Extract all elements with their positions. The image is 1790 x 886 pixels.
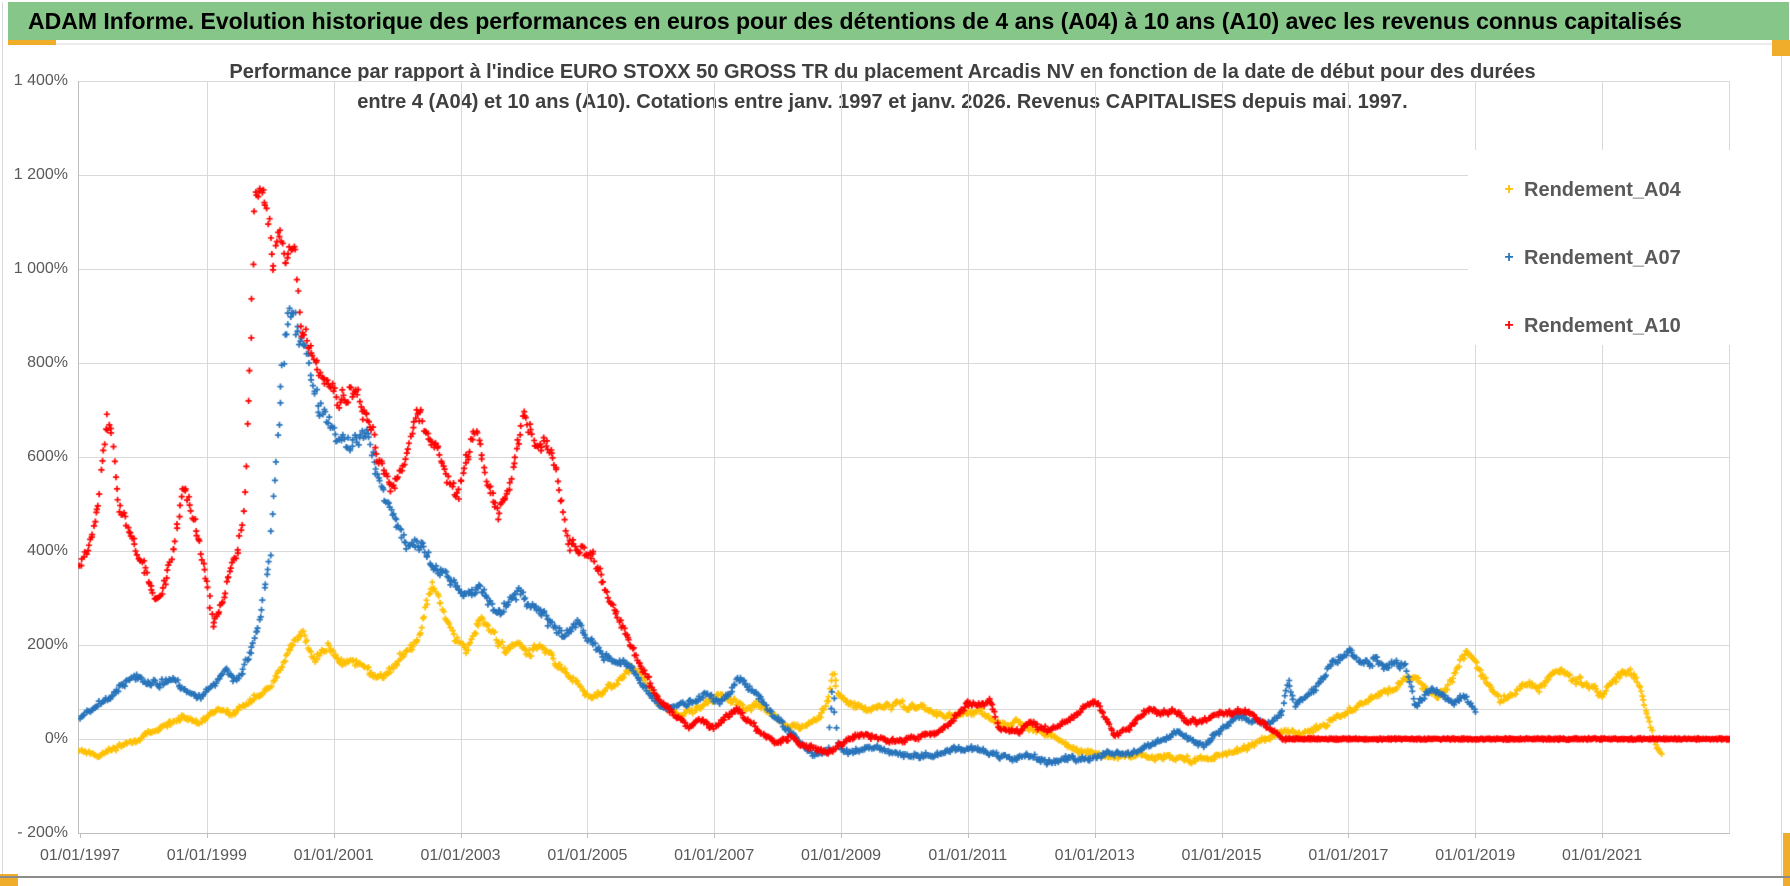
x-axis-label-1997: 01/01/1997 (39, 847, 121, 864)
x-axis-tick-2009 (841, 833, 842, 838)
gold-accent-underline (8, 40, 56, 45)
x-axis-label-2003: 01/01/2003 (420, 847, 501, 864)
legend-item-label: Rendement_A10 (1524, 314, 1681, 337)
x-axis-label-2001: 01/01/2001 (293, 847, 374, 864)
x-axis-label-2005: 01/01/2005 (547, 847, 628, 864)
bottom-divider (0, 876, 1790, 878)
x-axis-tick-2011 (968, 833, 969, 838)
title-banner: ADAM Informe. Evolution historique des p… (8, 2, 1789, 40)
x-axis-label-2013: 01/01/2013 (1054, 847, 1135, 864)
y-axis-label-1200: 1 200% (13, 166, 68, 183)
x-axis-tick-2001 (334, 833, 335, 838)
y-axis-label-600: 600% (27, 448, 68, 465)
legend-item-Rendement_A10[interactable]: + Rendement_A10 (1500, 312, 1681, 340)
x-axis-tick-2003 (461, 833, 462, 838)
x-axis-label-2017: 01/01/2017 (1308, 847, 1389, 864)
x-axis-tick-2007 (714, 833, 715, 838)
x-axis-label-2011: 01/01/2011 (928, 847, 1008, 864)
legend-item-label: Rendement_A04 (1524, 178, 1681, 201)
x-axis-tick-1999 (207, 833, 208, 838)
y-axis-label-400: 400% (27, 542, 68, 559)
window-right-border (1781, 45, 1782, 876)
x-axis-label-2007: 01/01/2007 (674, 847, 755, 864)
y-axis-label-800: 800% (27, 354, 68, 371)
x-axis-label-2009: 01/01/2009 (800, 847, 882, 864)
x-axis-tick-2019 (1475, 833, 1476, 838)
gold-accent-top-right (1772, 40, 1790, 56)
performance-scatter-canvas[interactable] (78, 81, 1730, 833)
window-left-border (2, 2, 3, 876)
x-axis-tick-2021 (1602, 833, 1603, 838)
x-axis-line[interactable] (78, 833, 1730, 834)
x-axis-tick-1997 (80, 833, 81, 838)
x-axis-tick-2015 (1222, 833, 1223, 838)
y-axis-label-1400: 1 400% (13, 72, 68, 89)
x-axis-tick-2005 (587, 833, 588, 838)
x-axis-tick-2013 (1095, 833, 1096, 838)
legend[interactable]: + Rendement_A04 + Rendement_A07 + Rendement_A… (1468, 150, 1780, 345)
legend-plus-marker-icon: + (1504, 249, 1514, 266)
x-axis-label-2019: 01/01/2019 (1435, 847, 1516, 864)
y-axis-label-1000: 1 000% (13, 260, 68, 277)
legend-plus-marker-icon: + (1504, 317, 1514, 334)
legend-item-Rendement_A07[interactable]: + Rendement_A07 (1500, 244, 1681, 272)
x-axis-label-2015: 01/01/2015 (1181, 847, 1262, 864)
y-axis-label--200: - 200% (17, 824, 68, 841)
x-axis-label-2021: 01/01/2021 (1562, 847, 1643, 864)
x-axis-label-1999: 01/01/1999 (166, 847, 247, 864)
chart-title-line1: Performance par rapport à l'indice EURO … (229, 61, 1536, 83)
y-axis-label-0: 0% (44, 730, 68, 747)
gold-accent-right-strip (1783, 833, 1790, 886)
banner-bottom-line (56, 43, 1772, 45)
y-axis-label-200: 200% (27, 636, 68, 653)
x-axis-tick-2017 (1348, 833, 1349, 838)
legend-item-Rendement_A04[interactable]: + Rendement_A04 (1500, 176, 1681, 204)
legend-item-label: Rendement_A07 (1524, 246, 1681, 269)
legend-plus-marker-icon: + (1504, 181, 1514, 198)
